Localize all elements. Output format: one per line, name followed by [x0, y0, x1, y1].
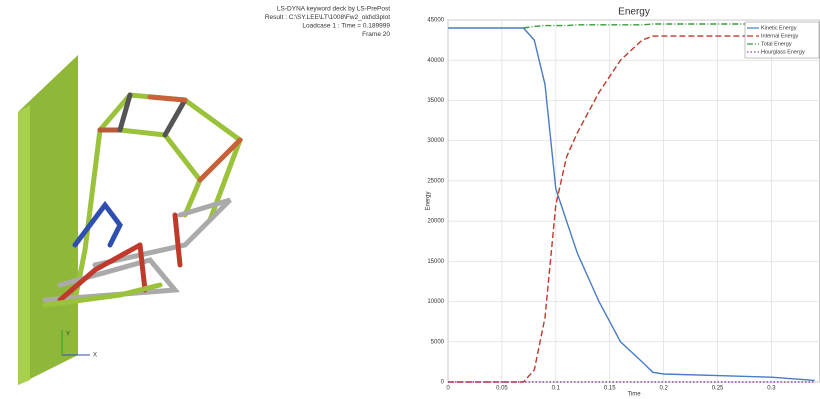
- x-tick-label: 0.3: [767, 386, 776, 392]
- y-tick-label: 0: [441, 380, 445, 386]
- x-tick-label: 0.25: [712, 386, 724, 392]
- legend-label: Total Energy: [761, 41, 792, 47]
- y-tick-label: 20000: [427, 219, 444, 225]
- x-tick-label: 0.1: [552, 386, 561, 392]
- triad-x-label: X: [93, 353, 97, 359]
- y-tick-label: 30000: [427, 138, 444, 144]
- info-line: Result : C:\SY.LEE\LT\1008\Fw2_old\d3plo…: [265, 14, 390, 21]
- x-tick-label: 0.05: [496, 386, 508, 392]
- info-block: LS-DYNA keyword deck by LS-PrePostResult…: [265, 6, 391, 39]
- screen: Y X LS-DYNA keyword deck by LS-PrePostRe…: [0, 0, 820, 399]
- seat-part: [75, 205, 120, 245]
- model-view: Y X: [18, 55, 240, 385]
- y-tick-label: 35000: [427, 98, 444, 104]
- frame-tube: [120, 130, 200, 215]
- y-axis-label: Energy: [426, 191, 432, 210]
- plot-area: [448, 20, 820, 382]
- y-tick-label: 25000: [427, 178, 444, 184]
- x-tick-label: 0: [446, 386, 450, 392]
- legend-label: Internal Energy: [761, 33, 799, 39]
- y-tick-label: 5000: [431, 339, 445, 345]
- wall-edge: [18, 105, 30, 385]
- triad-y-label: Y: [66, 332, 70, 338]
- y-tick-label: 15000: [427, 259, 444, 265]
- x-axis-label: Time: [627, 392, 641, 398]
- info-line: Frame 20: [362, 31, 390, 38]
- chart-title: Energy: [618, 7, 650, 18]
- y-tick-label: 10000: [427, 299, 444, 305]
- info-line: LS-DYNA keyword deck by LS-PrePost: [277, 6, 390, 13]
- y-tick-label: 45000: [427, 18, 444, 24]
- legend-label: Hourglass Energy: [761, 49, 805, 55]
- y-tick-label: 40000: [427, 58, 444, 64]
- x-tick-label: 0.2: [659, 386, 668, 392]
- x-tick-label: 0.15: [604, 386, 616, 392]
- info-line: Loadcase 1 : Time = 0.189999: [302, 23, 390, 30]
- legend-label: Kinetic Energy: [761, 25, 797, 31]
